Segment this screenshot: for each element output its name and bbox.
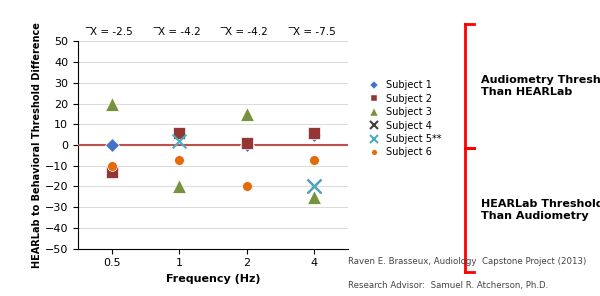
- Point: [175, 130, 184, 135]
- Point: [175, 157, 184, 162]
- Text: Audiometry Threshold Better
Than HEARLab: Audiometry Threshold Better Than HEARLab: [481, 75, 600, 96]
- Text: ̅X = -2.5: ̅X = -2.5: [91, 27, 133, 37]
- Point: [107, 143, 116, 147]
- Point: [310, 130, 319, 135]
- Point: [107, 170, 116, 174]
- Point: [242, 112, 251, 116]
- Text: Research Advisor:  Samuel R. Atcherson, Ph.D.: Research Advisor: Samuel R. Atcherson, P…: [348, 281, 548, 290]
- Point: [175, 139, 184, 143]
- Text: ̅X = -4.2: ̅X = -4.2: [226, 27, 268, 37]
- Point: [107, 163, 116, 168]
- Point: [310, 184, 319, 189]
- Point: [310, 157, 319, 162]
- Text: Raven E. Brasseux, Audiology  Capstone Project (2013): Raven E. Brasseux, Audiology Capstone Pr…: [348, 258, 586, 266]
- Point: [107, 101, 116, 106]
- Text: ̅X = -4.2: ̅X = -4.2: [158, 27, 200, 37]
- Point: [310, 184, 319, 189]
- Point: [242, 184, 251, 189]
- Point: [242, 141, 251, 145]
- Point: [310, 194, 319, 199]
- X-axis label: Frequency (Hz): Frequency (Hz): [166, 274, 260, 284]
- Point: [310, 132, 319, 137]
- Point: [175, 184, 184, 189]
- Legend: Subject 1, Subject 2, Subject 3, Subject 4, Subject 5**, Subject 6: Subject 1, Subject 2, Subject 3, Subject…: [361, 77, 445, 160]
- Y-axis label: HEARLab to Behavioral Threshold Difference: HEARLab to Behavioral Threshold Differen…: [32, 22, 42, 268]
- Text: ̅X = -7.5: ̅X = -7.5: [293, 27, 335, 37]
- Text: HEARLab Threshold Better
Than Audiometry: HEARLab Threshold Better Than Audiometry: [481, 200, 600, 221]
- Point: [242, 143, 251, 147]
